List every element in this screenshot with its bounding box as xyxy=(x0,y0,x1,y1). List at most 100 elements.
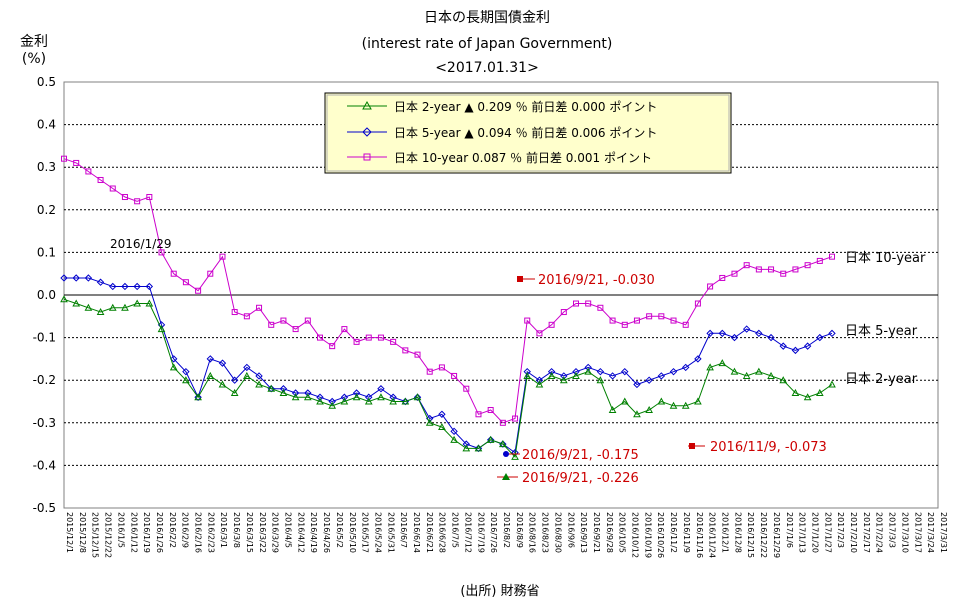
data-point xyxy=(61,155,67,162)
data-point xyxy=(804,262,811,269)
data-point xyxy=(72,299,81,307)
x-tick-label: 2017/1/27 xyxy=(823,512,832,553)
data-point xyxy=(279,388,288,396)
annotation-square-icon xyxy=(517,276,523,282)
x-tick-label: 2016/1/5 xyxy=(116,512,125,548)
y-tick-label: -0.2 xyxy=(33,373,56,387)
series-line xyxy=(63,158,833,424)
data-point xyxy=(267,384,276,392)
data-point xyxy=(279,385,288,393)
data-point xyxy=(218,380,227,388)
end-label-10year: 日本 10-year xyxy=(845,251,926,266)
data-point xyxy=(280,317,287,324)
x-tick-label: 2016/10/12 xyxy=(631,512,640,558)
annotation-dot-icon xyxy=(503,451,509,457)
data-point xyxy=(121,282,129,291)
data-point xyxy=(755,329,763,338)
data-point xyxy=(707,283,714,290)
x-tick-label: 2016/11/9 xyxy=(682,512,691,553)
data-point xyxy=(365,393,373,401)
x-tick-label: 2016/12/22 xyxy=(759,512,768,558)
data-point xyxy=(572,371,580,379)
x-tick-label: 2016/6/21 xyxy=(425,512,434,553)
data-point xyxy=(317,334,323,341)
x-tick-label: 2016/3/15 xyxy=(245,512,254,553)
data-point xyxy=(803,393,812,401)
x-tick-label: 2016/12/15 xyxy=(746,512,755,558)
data-point xyxy=(608,405,617,414)
annotation-nov: 2016/11/9, -0.073 xyxy=(710,440,827,455)
data-point xyxy=(742,325,751,333)
data-point xyxy=(158,249,165,256)
data-point xyxy=(681,401,690,409)
legend-diamond-icon xyxy=(362,127,372,137)
x-tick-label: 2015/12/22 xyxy=(104,512,113,558)
data-point xyxy=(573,300,579,307)
data-point xyxy=(559,376,568,384)
x-tick-label: 2016/2/9 xyxy=(181,512,190,548)
x-tick-label: 2016/2/2 xyxy=(168,512,177,548)
x-tick-label: 2017/2/3 xyxy=(836,512,845,548)
x-tick-label: 2016/9/28 xyxy=(605,512,614,553)
data-point xyxy=(170,270,177,277)
data-point xyxy=(475,411,482,418)
x-tick-labels: 2015/12/1 2015/12/8 2015/12/15 2015/12/22 20… xyxy=(65,512,948,558)
data-point xyxy=(670,317,677,324)
data-point xyxy=(256,304,263,311)
data-point xyxy=(694,300,701,307)
y-tick-label: -0.1 xyxy=(33,331,56,345)
x-tick-label: 2016/9/13 xyxy=(579,512,588,553)
data-point xyxy=(718,359,727,367)
data-point xyxy=(182,376,190,384)
x-tick-label: 2016/3/29 xyxy=(271,512,280,553)
data-point xyxy=(230,376,239,384)
x-tick-label: 2017/1/13 xyxy=(798,512,807,553)
data-point xyxy=(328,397,336,406)
x-tick-label: 2016/5/10 xyxy=(348,512,357,553)
data-point xyxy=(585,300,592,307)
legend-square-icon xyxy=(363,153,371,161)
data-point xyxy=(535,380,544,388)
data-point xyxy=(743,262,750,269)
y-tick-label: -0.4 xyxy=(33,458,56,472)
x-tick-label: 2016/3/8 xyxy=(232,512,241,548)
x-tick-label: 2017/3/10 xyxy=(900,512,909,553)
data-point xyxy=(85,168,92,175)
x-tick-label: 2016/2/23 xyxy=(206,512,215,553)
data-point xyxy=(438,364,445,371)
data-point xyxy=(682,321,689,328)
data-point xyxy=(425,418,434,426)
data-point xyxy=(134,198,141,205)
x-tick-label: 2016/4/26 xyxy=(322,512,331,553)
x-tick-label: 2016/11/16 xyxy=(695,512,704,558)
y-axis-label-line1: 金利 xyxy=(20,34,48,50)
data-point xyxy=(536,330,543,337)
data-point xyxy=(682,363,690,372)
data-point xyxy=(108,303,117,311)
data-point xyxy=(401,397,410,405)
data-point xyxy=(121,194,128,201)
data-point xyxy=(462,440,470,448)
x-tick-label: 2016/12/8 xyxy=(733,512,742,553)
data-point xyxy=(157,325,166,333)
data-point xyxy=(206,355,214,363)
x-tick-label: 2016/7/12 xyxy=(463,512,472,553)
data-point xyxy=(706,329,714,338)
data-point xyxy=(291,389,300,397)
data-point xyxy=(560,309,567,316)
data-point xyxy=(291,393,300,401)
data-point xyxy=(829,253,835,260)
data-point xyxy=(450,435,458,443)
data-point xyxy=(620,397,629,405)
data-point xyxy=(352,393,361,401)
x-tick-label: 2016/11/24 xyxy=(708,512,717,558)
x-tick-label: 2016/8/2 xyxy=(502,512,511,548)
annotation-5year: 2016/9/21, -0.175 xyxy=(522,448,639,463)
annotation-nov-square-icon xyxy=(689,443,695,449)
x-tick-label: 2016/1/19 xyxy=(142,512,151,553)
x-tick-label: 2016/5/31 xyxy=(386,512,395,553)
data-point xyxy=(243,313,250,320)
data-point xyxy=(828,329,836,338)
data-point xyxy=(413,393,422,401)
data-point xyxy=(377,385,385,393)
